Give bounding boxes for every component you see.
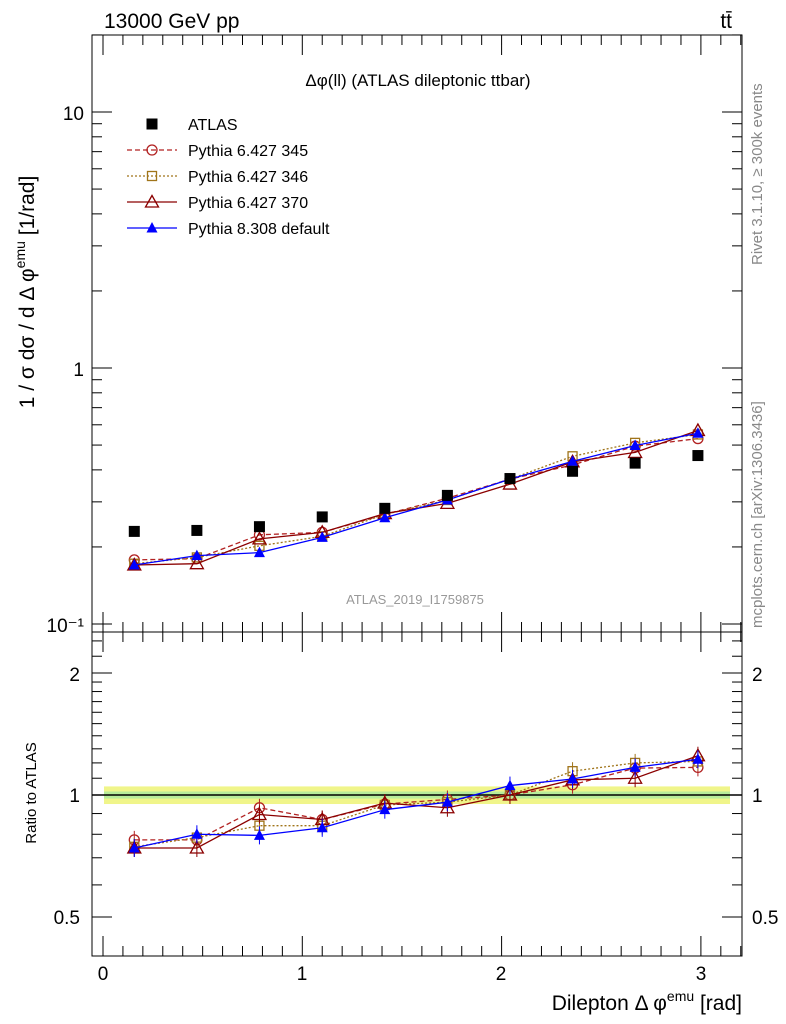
ratio-plot-frame (91, 631, 743, 957)
ratio-point-pythia-6-427-370 (627, 770, 643, 784)
main-point-atlas (128, 525, 140, 537)
main-point-pythia-8-308-default (567, 455, 579, 466)
main-point-pythia-8-308-default (629, 439, 641, 451)
legend: ATLAS Pythia 6.427 345 Pythia 6.427 346 Pyt… (127, 117, 330, 238)
main-y-axis-label: 1 / σ dσ / d Δ φemu [1/rad] (12, 176, 39, 409)
main-ytick-label-0p1: 10⁻¹ (47, 616, 85, 637)
main-line-pythia-6-427-345 (134, 437, 698, 561)
ratio-point-pythia-8-308-default (253, 829, 265, 840)
main-point-pythia-8-308-default (191, 549, 203, 561)
x-ticks (102, 35, 742, 956)
legend-marker-pythia-6-427-346 (146, 170, 158, 182)
ratio-y-axis-label: Ratio to ATLAS (23, 742, 40, 843)
rivet-version-label: Rivet 3.1.10, ≥ 300k events (749, 83, 766, 265)
ratio-point-pythia-6-427-370 (502, 787, 518, 801)
main-series-group (126, 422, 706, 571)
main-point-atlas (253, 521, 265, 533)
ratio-point-pythia-8-308-default (567, 773, 579, 784)
ratio-point-pythia-6-427-370 (439, 799, 456, 814)
ratio-point-pythia-8-308-default (191, 828, 203, 839)
legend-label-pythia-8-308-default: Pythia 8.308 default (188, 221, 330, 238)
legend-marker-atlas (146, 118, 158, 130)
mcplots-label: mcplots.cern.ch [arXiv:1306.3436] (749, 401, 766, 628)
ratio-line-pythia-8-308-default (134, 758, 698, 849)
header-left-label: 13000 GeV pp (104, 10, 239, 33)
main-point-atlas (441, 489, 453, 501)
main-point-pythia-6-427-370 (627, 444, 643, 459)
ratio-point-pythia-8-308-default (441, 796, 453, 807)
x-axis-label: Dilepton Δ φemu [rad] (552, 988, 742, 1015)
ratio-ytick-label-1: 1 (69, 786, 80, 807)
ratio-point-pythia-8-308-default (128, 841, 140, 853)
plot-title: Δφ(ll) (ATLAS dileptonic ttbar) (305, 71, 530, 90)
ratio-ytick-label-0p5: 0.5 (54, 908, 80, 929)
ratio-point-pythia-8-308-default (379, 803, 391, 815)
ratio-uncertainty-band (92, 786, 742, 805)
ratio-point-pythia-8-308-default (629, 761, 641, 772)
ratio-point-pythia-8-308-default (504, 779, 516, 791)
ratio-ytick-label-right-0p5: 0.5 (752, 908, 778, 929)
ratio-y-ticks (92, 640, 742, 918)
ratio-ytick-label-right-1: 1 (752, 786, 763, 807)
xtick-label-1: 1 (297, 964, 308, 985)
legend-label-pythia-6-427-346: Pythia 6.427 346 (188, 169, 308, 186)
ratio-ytick-label-right-2: 2 (752, 665, 763, 686)
ratio-series-group (126, 746, 706, 857)
main-line-pythia-8-308-default (134, 432, 699, 566)
ratio-point-pythia-6-427-370 (189, 840, 205, 854)
main-point-atlas (379, 502, 391, 514)
legend-label-pythia-6-427-345: Pythia 6.427 345 (188, 143, 308, 160)
legend-marker-pythia-6-427-345 (146, 144, 158, 156)
legend-marker-pythia-6-427-370 (144, 194, 160, 208)
main-point-pythia-8-308-default (253, 546, 265, 558)
main-point-pythia-6-427-370 (189, 555, 205, 570)
main-point-atlas (629, 457, 641, 469)
header-right-label: tt̄ (720, 10, 732, 33)
main-point-atlas (316, 511, 328, 523)
legend-label-pythia-6-427-370: Pythia 6.427 370 (188, 195, 308, 212)
legend-marker-pythia-8-308-default (146, 222, 158, 233)
main-point-atlas (504, 473, 516, 485)
main-point-pythia-8-308-default (692, 427, 704, 438)
main-line-pythia-6-427-346 (134, 433, 698, 565)
main-point-atlas (567, 465, 579, 477)
main-point-atlas (191, 524, 203, 536)
main-point-pythia-6-427-370 (251, 531, 268, 545)
xtick-label-3: 3 (696, 964, 707, 985)
legend-label-atlas: ATLAS (188, 117, 238, 134)
ratio-point-pythia-6-427-370 (251, 806, 268, 821)
main-point-pythia-8-308-default (316, 531, 328, 542)
ratio-point-pythia-8-308-default (692, 753, 704, 764)
main-point-pythia-8-308-default (379, 511, 391, 523)
xtick-label-0: 0 (98, 964, 109, 985)
main-ytick-label-1: 1 (73, 360, 84, 381)
xtick-label-2: 2 (496, 964, 507, 985)
main-y-ticks (92, 34, 742, 625)
ratio-point-pythia-8-308-default (316, 821, 328, 833)
main-point-pythia-8-308-default (128, 559, 140, 570)
main-point-atlas (692, 450, 704, 462)
ratio-ytick-label-2: 2 (69, 665, 80, 686)
main-ytick-label-10: 10 (63, 104, 84, 125)
ratio-line-pythia-6-427-345 (134, 766, 698, 841)
analysis-watermark: ATLAS_2019_I1759875 (346, 592, 484, 607)
